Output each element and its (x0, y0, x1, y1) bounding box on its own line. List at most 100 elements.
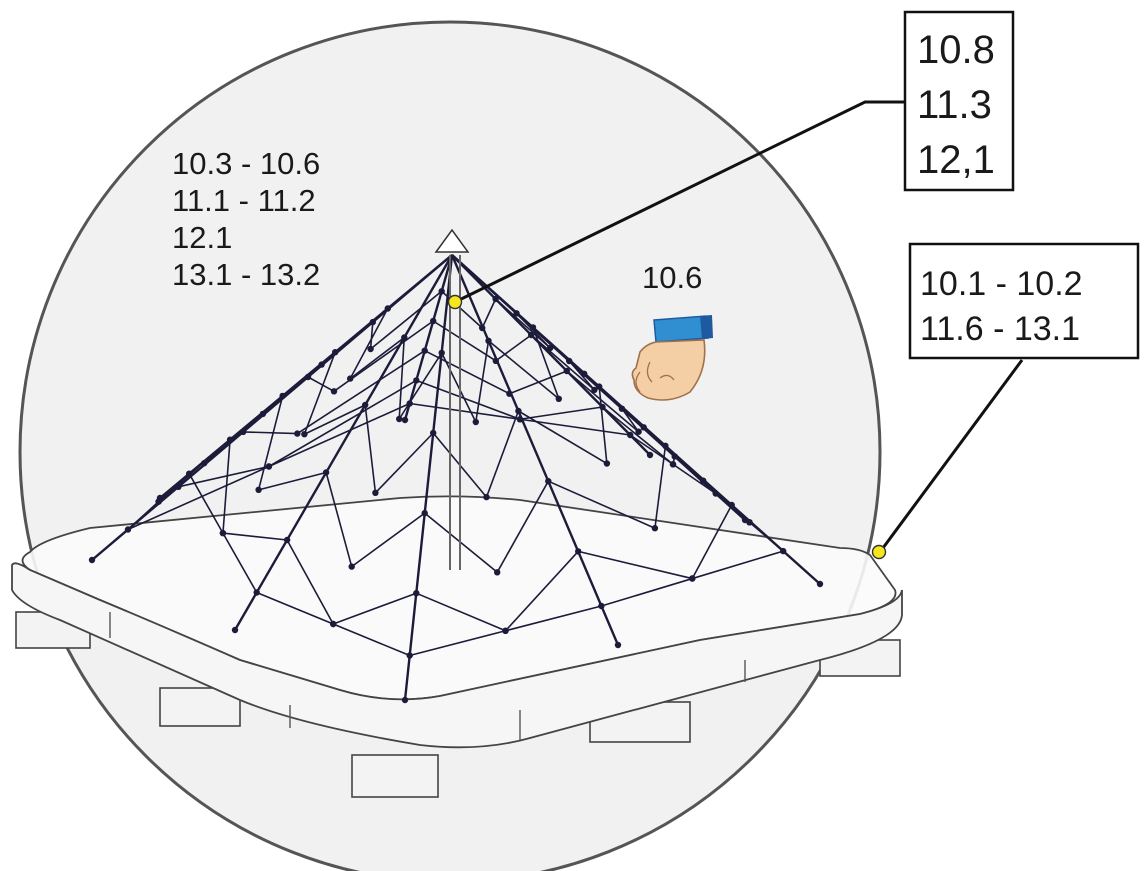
net-rope (547, 480, 656, 529)
net-knot (566, 357, 573, 365)
net-knot (421, 347, 428, 354)
net-rope (654, 445, 667, 529)
net-knot (513, 310, 520, 317)
net-rope (450, 254, 620, 646)
net-knot (401, 696, 409, 704)
net-rope (178, 465, 270, 488)
net-rope (530, 334, 595, 391)
net-rope (304, 404, 366, 435)
net-rope (495, 298, 551, 349)
net-knot (627, 431, 634, 439)
net-knot (528, 331, 535, 339)
net-rope (351, 512, 426, 568)
net-knot (330, 388, 338, 395)
net-rope (409, 629, 506, 657)
net-knot (598, 602, 605, 610)
net-rope (303, 351, 336, 435)
hand-label: 10.6 (642, 260, 702, 295)
net-knot (421, 509, 428, 517)
rope-net (88, 254, 824, 704)
net-rope (403, 254, 454, 421)
net-knot (483, 493, 490, 501)
right-box-label-1: 10.1 - 10.2 (920, 265, 1083, 303)
net-rope (398, 337, 406, 420)
net-rope (504, 550, 579, 632)
net-knot (255, 486, 262, 493)
net-rope (233, 254, 454, 631)
net-rope (222, 439, 231, 534)
net-rope (243, 431, 298, 435)
net-knot (596, 383, 603, 390)
net-rope (424, 349, 510, 395)
net-rope (495, 334, 532, 362)
net-knot (279, 392, 286, 400)
net-rope (692, 550, 784, 580)
net-knot (283, 536, 291, 544)
net-knot (516, 416, 524, 423)
net-knot (88, 556, 96, 564)
marker-top (447, 294, 463, 310)
net-knot (367, 345, 374, 353)
net-knot (348, 563, 355, 570)
left-label-4: 13.1 - 13.2 (172, 257, 320, 292)
net-rope (432, 320, 497, 362)
pointing-hand-icon (631, 315, 713, 401)
net-knot (401, 416, 409, 424)
net-rope (268, 402, 411, 468)
net-knot (330, 620, 337, 628)
right-box-label-2: 11.6 - 13.1 (920, 310, 1080, 348)
net-knot (479, 324, 486, 332)
net-rope (332, 592, 417, 625)
net-rope (485, 410, 520, 498)
leader-line-top (454, 100, 905, 304)
net-rope (577, 550, 693, 580)
net-rope (127, 465, 270, 531)
net-knot (575, 548, 582, 555)
net-rope (409, 402, 521, 421)
net-knot (780, 547, 787, 555)
net-rope (325, 472, 353, 567)
net-knot (492, 357, 499, 365)
mast-cap (434, 228, 470, 253)
net-rope (621, 408, 640, 433)
top-box-label-3: 12,1 (917, 138, 995, 182)
net-knot (545, 478, 552, 485)
net-rope (568, 360, 595, 391)
net-rope (222, 532, 258, 593)
net-knot (599, 403, 606, 411)
net-knot (406, 400, 413, 407)
net-rope (158, 473, 190, 503)
net-knot (396, 415, 403, 423)
net-rope (256, 591, 334, 625)
net-knot (614, 641, 622, 649)
net-rope (629, 434, 674, 465)
net-rope (398, 352, 443, 420)
net-rope (496, 480, 549, 573)
net-rope (262, 351, 336, 415)
net-knot (294, 430, 301, 437)
net-rope (672, 463, 717, 495)
net-rope (440, 352, 477, 423)
net-rope (258, 471, 327, 491)
net-rope (601, 577, 693, 607)
net-knot (671, 453, 678, 460)
net-knot (322, 469, 330, 476)
net-knot (472, 418, 479, 426)
net-knot (485, 337, 492, 344)
marker-right (871, 544, 887, 560)
net-knot (253, 589, 260, 596)
net-rope (481, 298, 497, 329)
net-knot (406, 652, 413, 659)
net-rope (296, 350, 426, 435)
net-knot (231, 626, 239, 634)
net-rope (307, 376, 335, 393)
net-rope (488, 340, 560, 400)
net-rope (349, 308, 389, 379)
net-knot (646, 451, 654, 459)
net-rope (691, 504, 733, 579)
net-knot (741, 516, 749, 524)
net-rope (257, 395, 284, 491)
net-rope (188, 473, 224, 534)
net-rope (333, 320, 434, 392)
